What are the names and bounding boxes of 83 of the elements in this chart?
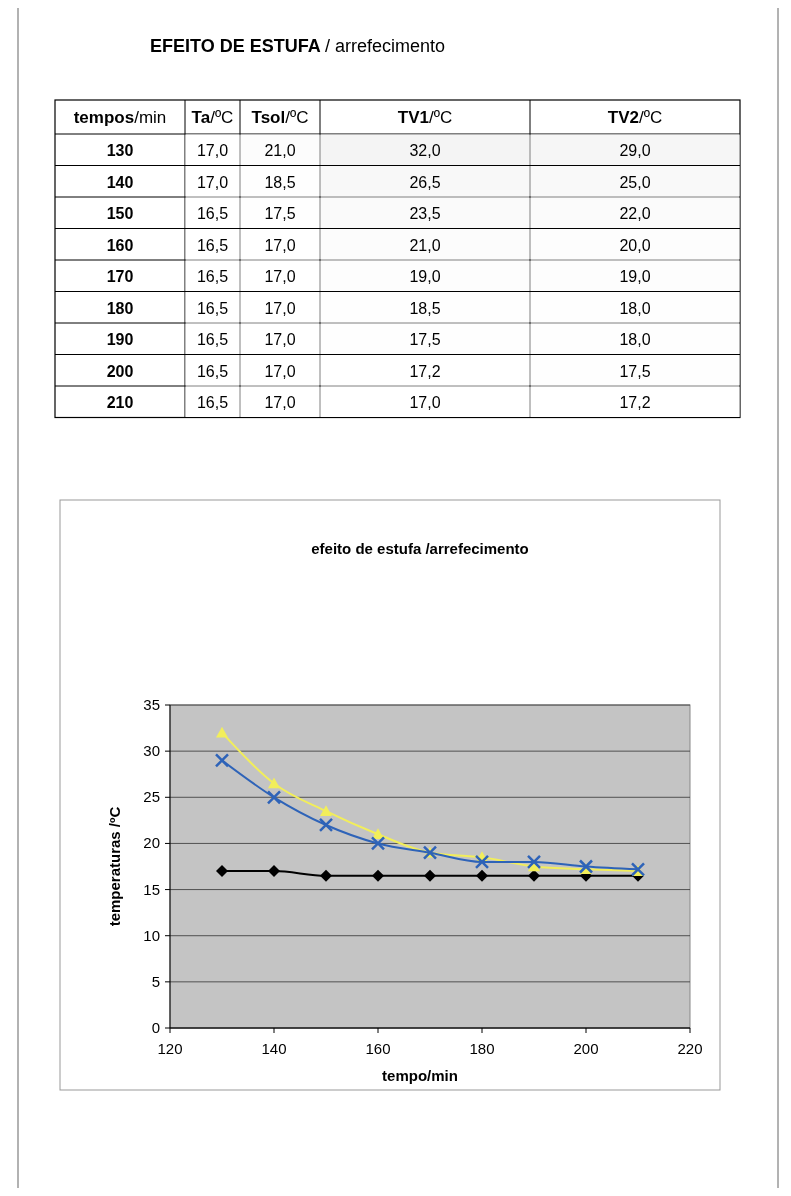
x-tick-label: 140: [261, 1040, 287, 1057]
point: [372, 869, 384, 882]
data-label: 25,0: [619, 173, 651, 191]
data-label: 19,0: [409, 268, 441, 285]
data-label: 21,0: [264, 142, 296, 159]
point: [320, 869, 332, 882]
y-tick-label: 20: [143, 834, 160, 852]
data-label: 17,0: [196, 142, 229, 159]
point: [216, 865, 228, 878]
y-tick-label: 130: [106, 142, 134, 159]
data-label: 21,0: [409, 236, 441, 254]
data-label: 17,0: [264, 331, 296, 348]
point: [476, 869, 488, 882]
y-tick-label: 210: [106, 394, 134, 411]
y-tick-label: 190: [106, 331, 134, 348]
data-label: 18,5: [264, 173, 296, 191]
data-label: 17,0: [264, 268, 296, 285]
point: [214, 753, 230, 768]
data-label: 17,0: [264, 394, 296, 411]
data-label: 32,0: [409, 142, 441, 159]
point: [424, 869, 436, 882]
data-label: 23,5: [409, 205, 441, 222]
data-label: 17,0: [409, 394, 441, 411]
data-label: 16,5: [196, 236, 229, 254]
y-tick-label: 160: [106, 236, 134, 254]
data-label: 20,0: [619, 236, 651, 254]
data-label: 16,5: [196, 299, 229, 317]
data-label: 17,0: [264, 236, 296, 254]
data-label: 17,0: [264, 299, 296, 317]
data-label: 17,5: [264, 205, 296, 222]
x-tick-label: Tsol/ºC: [251, 108, 309, 127]
data-label: 26,5: [409, 173, 441, 191]
y-tick-label: 170: [106, 268, 134, 285]
data-label: 16,5: [196, 268, 229, 285]
data-label: 18,0: [619, 331, 651, 348]
data-label: 16,5: [196, 394, 229, 411]
point: [526, 854, 542, 870]
point: [370, 836, 386, 851]
data-label: 18,5: [409, 299, 441, 317]
y-tick-label: 10: [143, 926, 160, 944]
x-tick-label: Ta/ºC: [191, 108, 234, 127]
x-tick-label: 120: [157, 1040, 183, 1057]
point: [320, 805, 332, 816]
y-tick-label: 0: [151, 1019, 160, 1036]
x-tick-label: TV2/ºC: [607, 108, 663, 127]
x-tick-label: 180: [469, 1040, 495, 1057]
data-label: 17,5: [409, 331, 441, 348]
y-tick-label: 15: [143, 880, 160, 898]
x-tick-label: 220: [677, 1040, 703, 1057]
point: [578, 859, 594, 874]
x-tick-label: 200: [573, 1040, 599, 1057]
data-label: 17,2: [409, 362, 441, 380]
y-tick-label: 25: [143, 788, 160, 806]
data-label: 16,5: [196, 205, 229, 222]
data-label: 17,2: [619, 394, 651, 411]
data-label: 17,0: [264, 362, 296, 380]
y-tick-label: 180: [106, 299, 134, 317]
point: [266, 790, 282, 805]
y-tick-label: 200: [106, 362, 134, 380]
x-tick-label: 160: [365, 1040, 391, 1057]
data-label: 16,5: [196, 331, 229, 348]
y-tick-label: 5: [151, 972, 160, 990]
y-tick-label: 150: [106, 205, 134, 222]
data-label: 17,0: [196, 173, 229, 191]
data-label: 19,0: [619, 268, 651, 285]
y-tick-label: 140: [106, 173, 134, 191]
y-axis-title: temperaturas /ºC: [106, 806, 123, 927]
point: [318, 817, 334, 833]
chart-title: efeito de estufa /arrefecimento: [311, 540, 529, 557]
y-axis-title: tempos/min: [73, 108, 167, 127]
data-label: 18,0: [619, 299, 651, 317]
point: [268, 777, 280, 789]
data-label: 17,5: [619, 362, 651, 380]
y-tick-label: 30: [143, 742, 160, 760]
point: [268, 865, 280, 878]
x-tick-label: TV1/ºC: [397, 108, 453, 127]
data-label: 16,5: [196, 362, 229, 380]
y-tick-label: 35: [143, 696, 160, 713]
data-label: 29,0: [619, 142, 651, 159]
point: [474, 854, 490, 870]
x-axis-title: tempo/min: [382, 1067, 458, 1084]
chart-title: EFEITO DE ESTUFA / arrefecimento: [150, 36, 446, 56]
data-label: 22,0: [619, 205, 651, 222]
